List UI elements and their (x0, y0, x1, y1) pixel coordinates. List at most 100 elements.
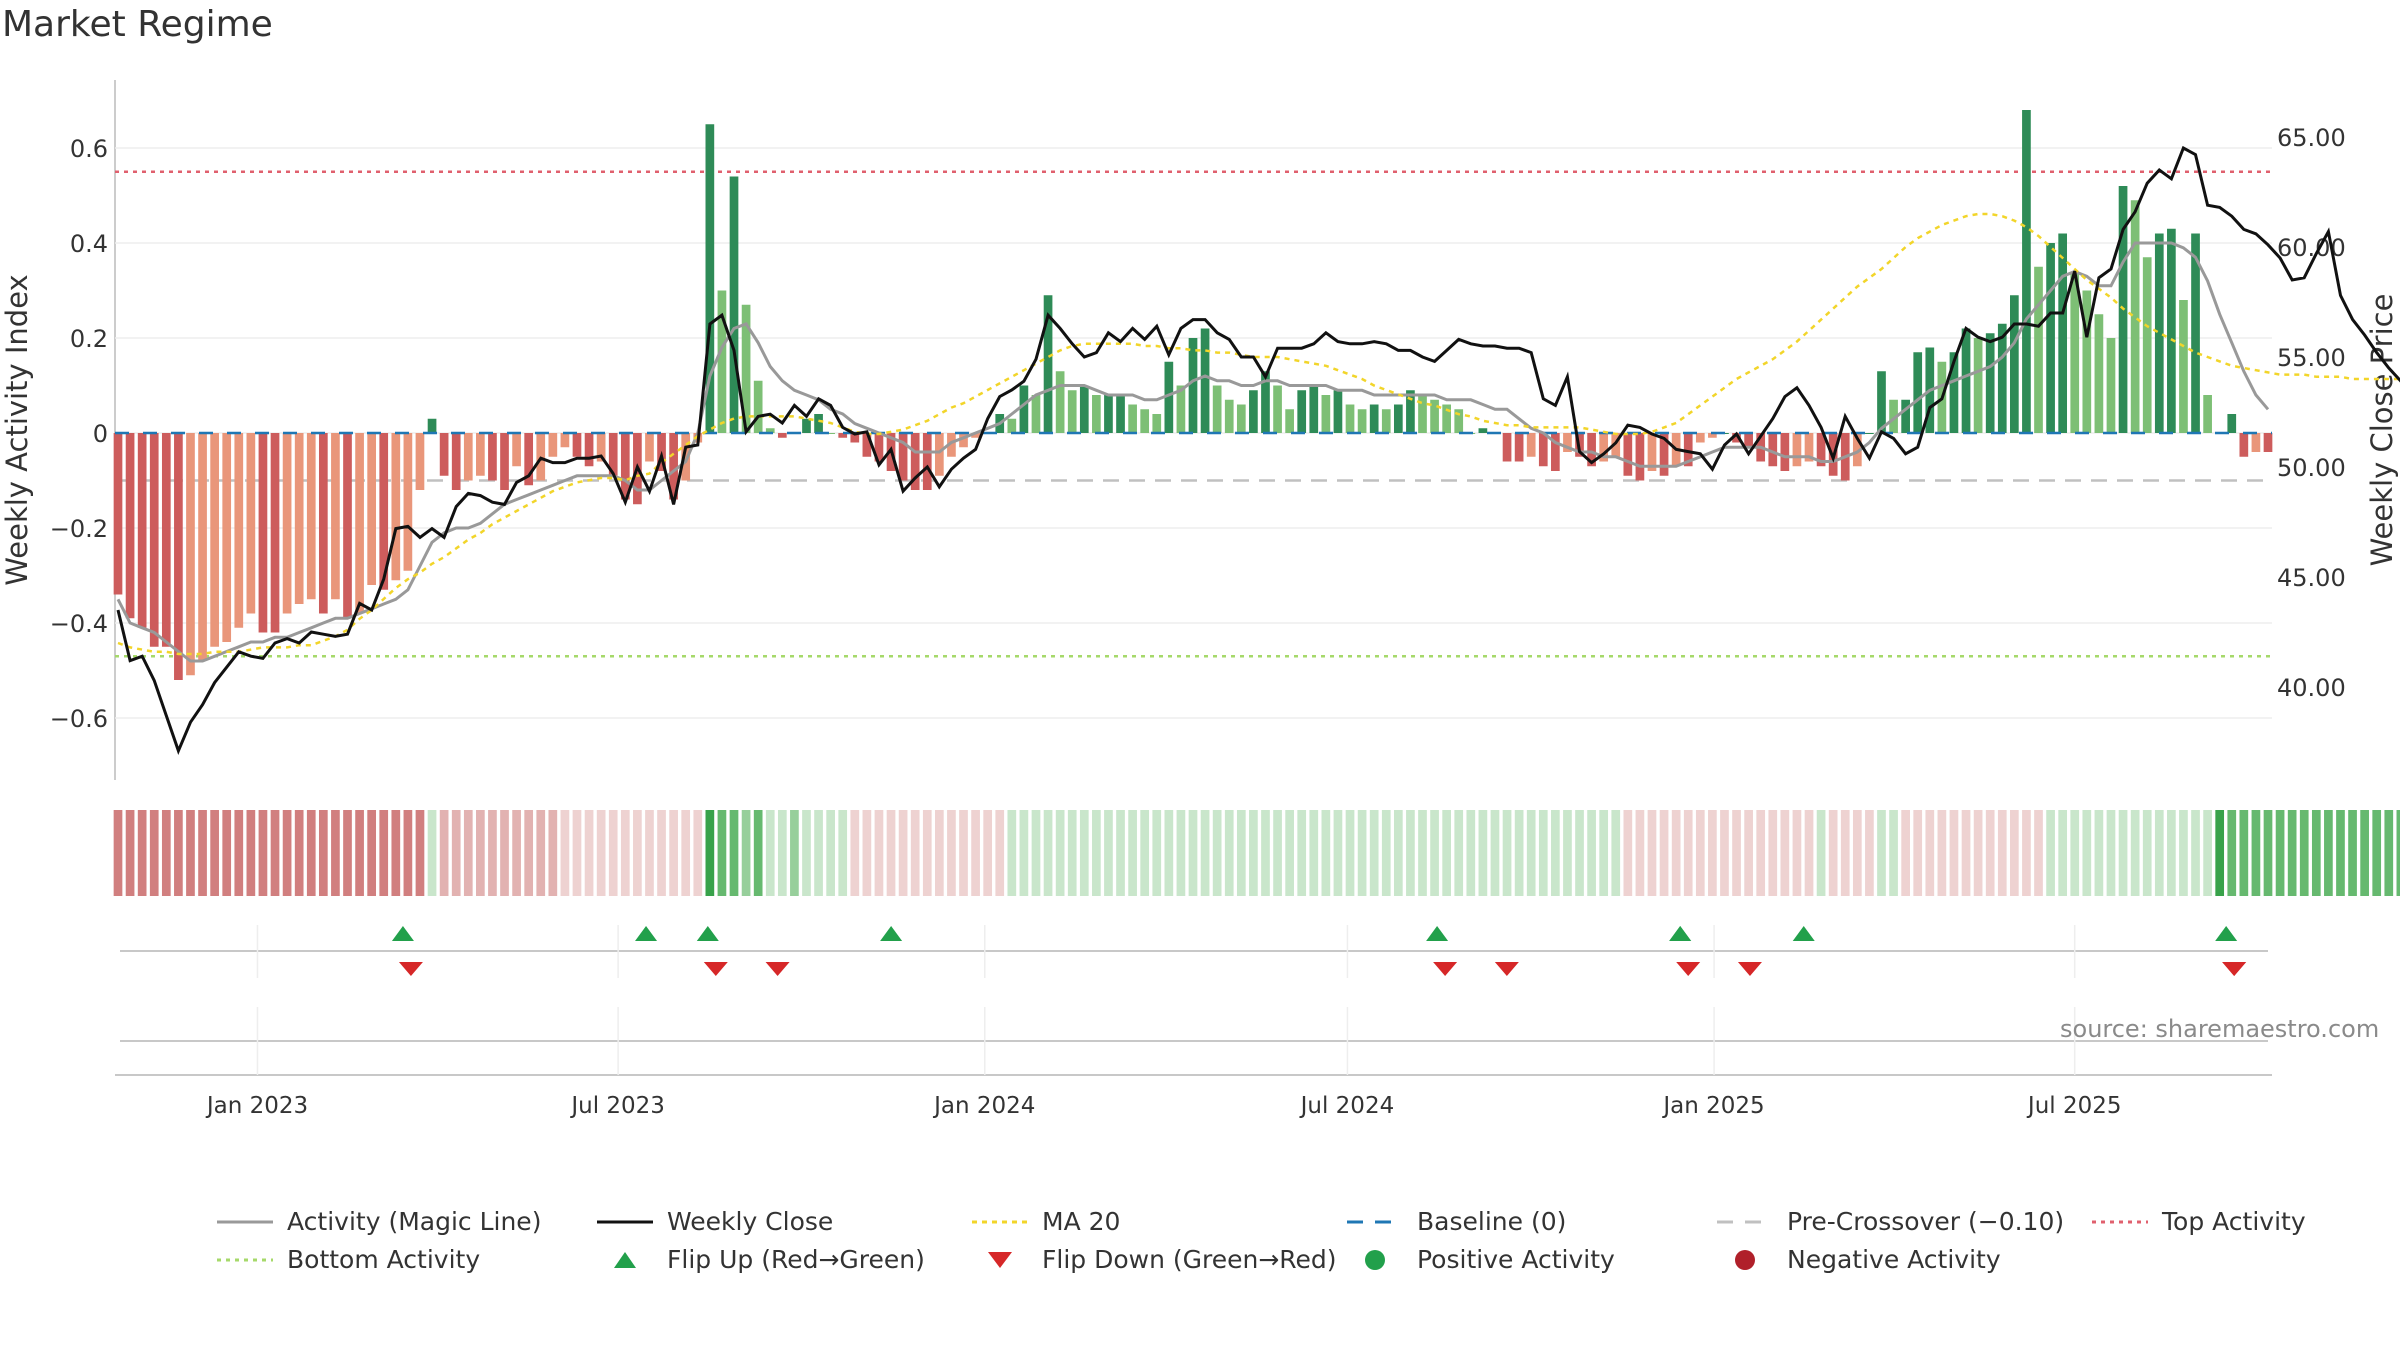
activity-bar (1985, 333, 1995, 433)
legend-swatch (597, 1220, 653, 1224)
regime-cell (983, 810, 993, 896)
regime-cell (657, 810, 666, 896)
regime-cell (2396, 810, 2400, 896)
regime-cell (645, 810, 654, 896)
regime-cell (838, 810, 848, 896)
activity-bar (850, 433, 860, 443)
activity-bar (1273, 385, 1282, 433)
y-right-tick-label: 45.00 (2277, 564, 2346, 592)
activity-bar (935, 433, 944, 476)
regime-cell (1599, 810, 1609, 896)
activity-bar (1007, 418, 1017, 433)
activity-bar (1514, 433, 1524, 462)
regime-cell (2384, 810, 2394, 896)
regime-cell (995, 810, 1005, 896)
activity-bar (1092, 395, 1101, 433)
y-axis-label-right: Weekly Close Price (2365, 294, 2399, 567)
regime-cell (1852, 810, 1862, 896)
activity-bar (1224, 399, 1234, 433)
activity-bar (814, 414, 823, 433)
activity-bar (1877, 371, 1886, 433)
activity-bar (2239, 433, 2249, 457)
regime-cell (596, 810, 606, 896)
regime-cell (2106, 810, 2116, 896)
activity-bar (838, 433, 848, 438)
legend-swatch (988, 1252, 1012, 1268)
regime-cell (2094, 810, 2104, 896)
activity-bar (427, 418, 437, 433)
regime-cell (681, 810, 691, 896)
y-tick-label: −0.2 (50, 515, 108, 543)
flip-down-marker (2222, 962, 2247, 976)
activity-bar (186, 433, 195, 676)
activity-bar (2251, 433, 2261, 452)
regime-cell (246, 810, 256, 896)
legend-label: Bottom Activity (287, 1245, 481, 1274)
activity-bar (1611, 433, 1621, 457)
activity-bar (1128, 404, 1137, 433)
regime-cell (584, 810, 594, 896)
activity-bar (1526, 433, 1536, 457)
activity-bar (258, 433, 268, 633)
legend-label: Flip Up (Red→Green) (667, 1245, 925, 1274)
activity-bar (729, 176, 739, 433)
activity-bar (500, 433, 509, 490)
activity-bar (367, 433, 376, 585)
regime-cell (1104, 810, 1113, 896)
activity-bar (355, 433, 364, 614)
activity-bar (1079, 385, 1089, 433)
activity-bar (222, 433, 232, 642)
activity-bar (2034, 266, 2043, 433)
activity-bar (874, 433, 884, 462)
activity-bar (512, 433, 521, 467)
y-right-tick-label: 55.00 (2277, 344, 2346, 372)
regime-cell (2336, 810, 2345, 896)
regime-cell (1780, 810, 1790, 896)
regime-cell (1478, 810, 1488, 896)
regime-cell (2058, 810, 2068, 896)
regime-cell (500, 810, 509, 896)
regime-cell (753, 810, 763, 896)
regime-cell (1973, 810, 1983, 896)
activity-bar (620, 433, 630, 500)
activity-bar (910, 433, 920, 490)
regime-cell (427, 810, 437, 896)
legend-swatch (2092, 1220, 2148, 1224)
y-tick-label: 0.2 (70, 325, 108, 353)
activity-bar (270, 433, 280, 633)
activity-bar (524, 433, 534, 486)
regime-cell (1406, 810, 1415, 896)
regime-cell (2203, 810, 2212, 896)
regime-cell (488, 810, 497, 896)
flip-up-marker (1792, 926, 1815, 941)
regime-cell (2251, 810, 2261, 896)
flip-up-marker (635, 926, 658, 941)
regime-cell (1526, 810, 1536, 896)
regime-cell (1430, 810, 1439, 896)
regime-cell (2179, 810, 2188, 896)
regime-cell (2167, 810, 2176, 896)
activity-bar (488, 433, 497, 481)
activity-bar (343, 433, 352, 619)
activity-bar (1659, 433, 1669, 476)
regime-cell (777, 810, 787, 896)
legend-swatch (217, 1220, 273, 1224)
regime-cell (1369, 810, 1379, 896)
activity-bar (584, 433, 594, 467)
magic-line (116, 241, 2270, 663)
activity-bar (439, 433, 449, 476)
activity-bar (318, 433, 328, 614)
activity-bar (1236, 404, 1246, 433)
activity-bar (161, 433, 171, 647)
regime-cell (1128, 810, 1137, 896)
regime-cell (1418, 810, 1427, 896)
regime-cell (1345, 810, 1355, 896)
activity-bar (2154, 233, 2164, 433)
legend-label: Pre-Crossover (−0.10) (1787, 1207, 2065, 1236)
activity-bar (1623, 433, 1633, 476)
activity-bar (1647, 433, 1657, 471)
regime-cell (343, 810, 352, 896)
regime-cell (1152, 810, 1162, 896)
regime-cell (1937, 810, 1947, 896)
